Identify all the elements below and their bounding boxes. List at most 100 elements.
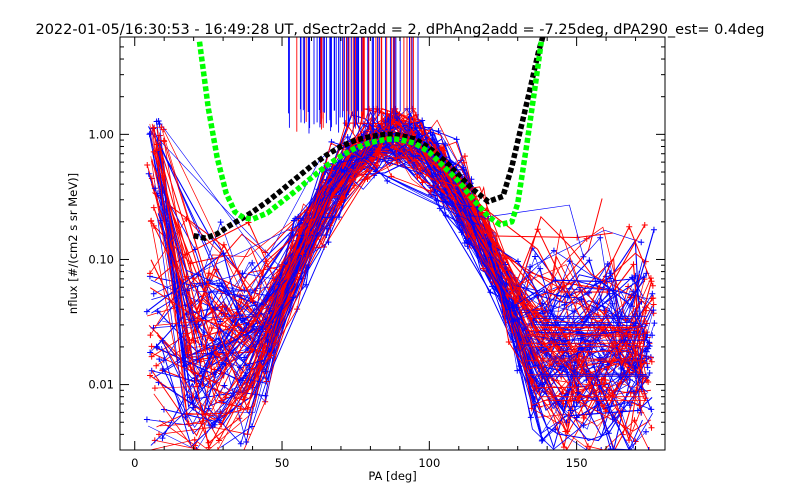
- trace-marker: [249, 297, 256, 304]
- trace-marker: [220, 250, 227, 257]
- trace-marker: [586, 447, 593, 450]
- trace-marker: [344, 133, 351, 140]
- trace-marker: [516, 367, 523, 374]
- trace-marker: [218, 397, 225, 404]
- trace-marker: [222, 323, 229, 330]
- trace-marker: [183, 330, 190, 337]
- trace-marker: [263, 368, 270, 375]
- trace-marker: [533, 384, 540, 391]
- trace-marker: [323, 231, 330, 238]
- trace-marker: [651, 320, 658, 327]
- trace-marker: [626, 437, 633, 444]
- x-axis: 0 50 100 150: [131, 37, 637, 470]
- trace-marker: [595, 285, 602, 292]
- trace-marker: [192, 246, 199, 253]
- trace-marker: [159, 435, 166, 442]
- trace-marker: [237, 440, 244, 447]
- trace-marker: [533, 378, 540, 385]
- trace-marker: [404, 130, 411, 137]
- trace-line: [153, 131, 655, 374]
- trace-marker: [267, 352, 274, 359]
- trace-marker: [147, 372, 154, 379]
- trace-marker: [150, 290, 157, 297]
- trace-marker: [600, 404, 607, 411]
- trace-marker: [437, 169, 444, 176]
- trace-marker: [564, 294, 571, 301]
- trace-marker: [597, 278, 604, 285]
- trace-marker: [159, 337, 166, 344]
- trace-marker: [609, 416, 616, 423]
- trace-marker: [220, 241, 227, 248]
- y-tick-label: 0.01: [88, 378, 114, 392]
- trace-marker: [150, 204, 157, 211]
- trace-marker: [650, 295, 657, 302]
- trace-marker: [505, 339, 512, 346]
- trace-line: [159, 157, 645, 357]
- trace-marker: [388, 173, 395, 180]
- trace-marker: [414, 174, 421, 181]
- trace-marker: [622, 316, 629, 323]
- trace-marker: [244, 406, 251, 413]
- trace-marker: [598, 376, 605, 383]
- trace-marker: [147, 332, 154, 339]
- trace-marker: [597, 358, 604, 365]
- trace-marker: [441, 141, 448, 148]
- trace-marker: [151, 185, 158, 192]
- trace-marker: [467, 212, 474, 219]
- trace-line: [154, 123, 647, 327]
- trace-marker: [143, 308, 150, 315]
- trace-marker: [211, 421, 218, 428]
- trace-marker: [151, 437, 158, 444]
- trace-marker: [646, 370, 653, 377]
- trace-marker: [410, 153, 417, 160]
- trace-line: [155, 112, 614, 312]
- trace-marker: [465, 203, 472, 210]
- trace-marker: [192, 442, 199, 449]
- trace-marker: [183, 251, 190, 258]
- trace-marker: [626, 447, 633, 450]
- trace-marker: [649, 282, 656, 289]
- trace-marker: [427, 188, 434, 195]
- trace-marker: [642, 330, 649, 337]
- trace-marker: [268, 329, 275, 336]
- y-tick-label: 1.00: [88, 127, 114, 141]
- trace-marker: [465, 232, 472, 239]
- trace-marker: [636, 402, 643, 409]
- series-black-curve: [193, 37, 546, 241]
- trace-marker: [578, 296, 585, 303]
- trace-marker: [563, 447, 570, 450]
- trace-marker: [427, 129, 434, 136]
- trace-marker: [641, 221, 648, 228]
- trace-marker: [626, 223, 633, 230]
- trace-marker: [647, 275, 654, 282]
- trace-marker: [487, 289, 494, 296]
- trace-marker: [480, 265, 487, 272]
- trace-marker: [199, 282, 206, 289]
- trace-marker: [221, 382, 228, 389]
- trace-marker: [433, 197, 440, 204]
- trace-marker: [595, 311, 602, 318]
- trace-lines-background: [143, 37, 658, 450]
- trace-marker: [641, 390, 648, 397]
- trace-marker: [206, 270, 213, 277]
- trace-marker: [648, 424, 655, 431]
- trace-line: [187, 108, 648, 365]
- trace-marker: [564, 428, 571, 435]
- trace-marker: [550, 247, 557, 254]
- trace-marker: [263, 258, 270, 265]
- trace-marker: [393, 146, 400, 153]
- trace-marker: [648, 358, 655, 365]
- trace-marker: [598, 447, 605, 450]
- trace-marker: [154, 308, 161, 315]
- trace-marker: [146, 270, 153, 277]
- trace-marker: [565, 353, 572, 360]
- trace-marker: [574, 234, 581, 241]
- trace-marker: [567, 407, 574, 414]
- trace-marker: [151, 124, 158, 131]
- trace-line: [150, 114, 648, 381]
- trace-marker: [626, 402, 633, 409]
- trace-marker: [552, 277, 559, 284]
- trace-marker: [143, 416, 150, 423]
- trace-marker: [648, 406, 655, 413]
